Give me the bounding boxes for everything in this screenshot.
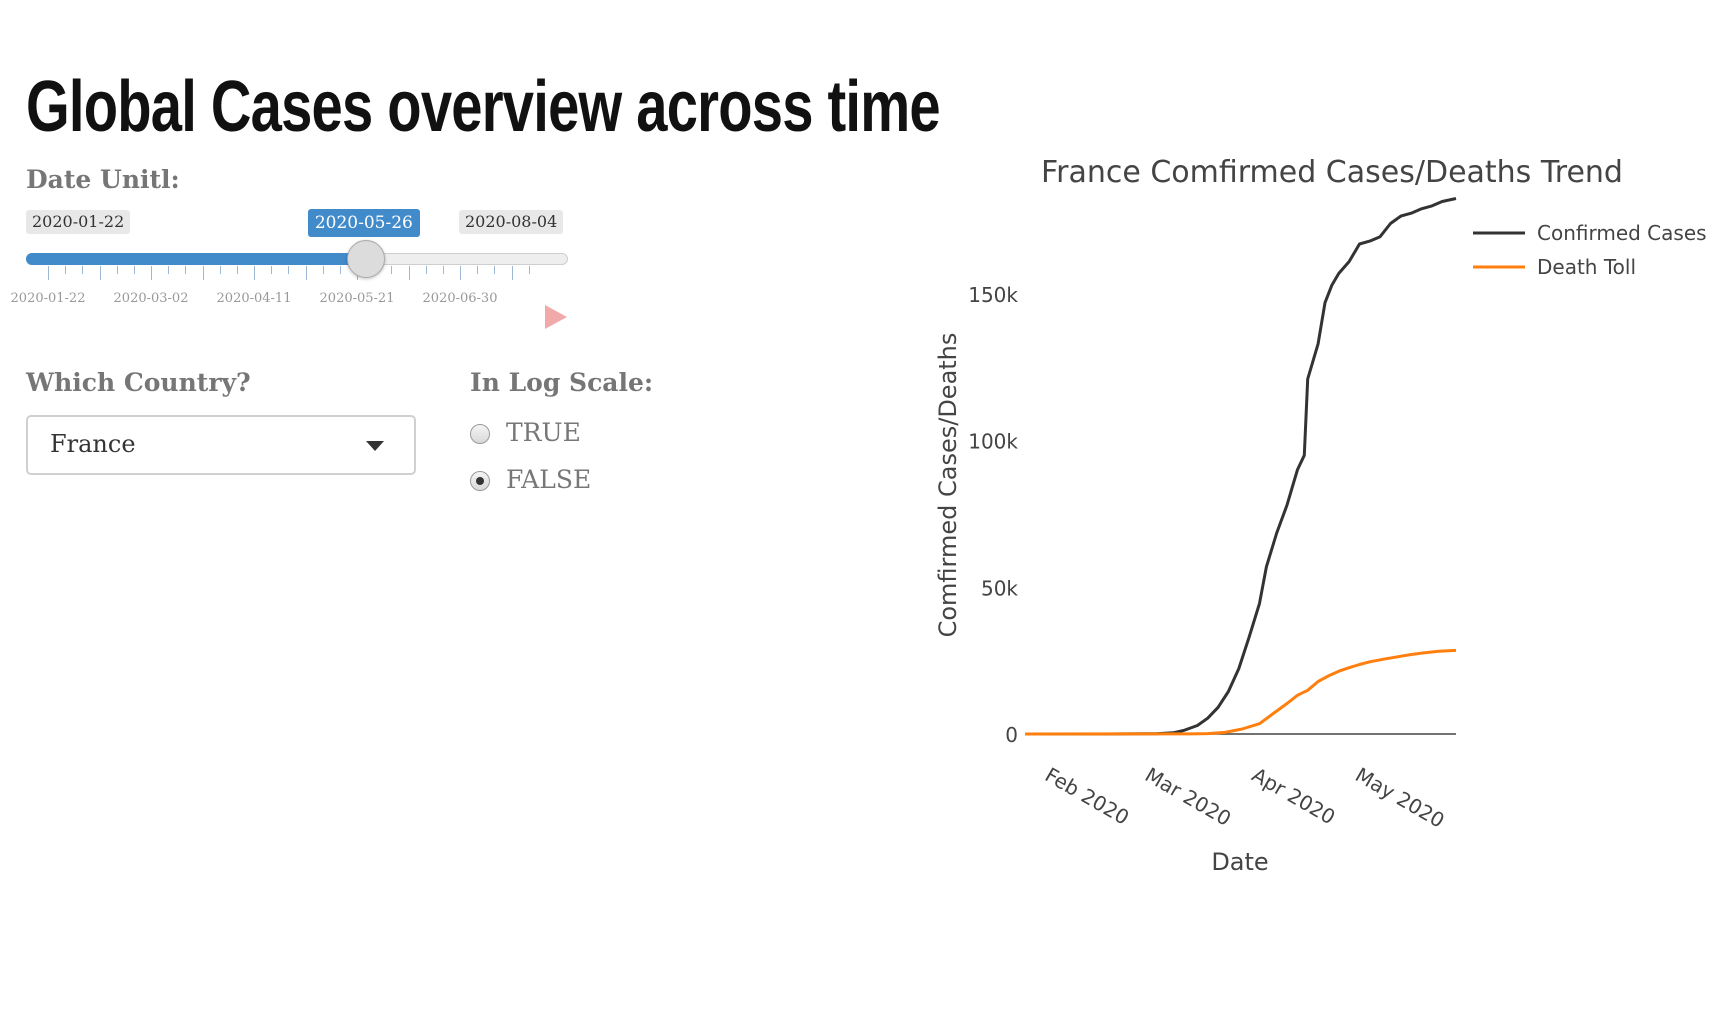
legend-label: Death Toll [1537,255,1636,279]
slider-minor-tick [528,266,530,274]
radio-label-true: TRUE [506,418,581,447]
x-tick-label: May 2020 [1351,763,1448,833]
slider-minor-tick [82,266,84,274]
play-icon[interactable] [545,305,567,329]
slider-minor-tick [391,266,393,274]
slider-minor-tick [322,266,324,274]
caret-down-icon [366,441,384,451]
slider-tick-label: 2020-04-11 [216,291,292,306]
slider-minor-tick [442,266,444,274]
slider-major-tick [254,266,255,280]
slider-tick-label: 2020-05-21 [319,291,395,306]
country-select-label: Which Country? [26,368,251,397]
x-tick-label: Apr 2020 [1248,763,1340,830]
slider-major-tick [151,266,152,280]
y-axis-title: Comfirmed Cases/Deaths [934,333,962,638]
date-slider-handle[interactable] [346,240,385,278]
slider-tick-label: 2020-03-02 [113,291,189,306]
slider-minor-tick [133,266,135,274]
page-title: Global Cases overview across time [26,67,941,147]
slider-minor-tick [494,266,496,274]
y-tick-label: 150k [968,283,1018,307]
slider-minor-tick [236,266,238,274]
series-line-death-toll [1024,648,1457,736]
slider-major-tick [305,266,307,280]
slider-minor-tick [185,266,187,274]
slider-major-tick [408,266,410,280]
slider-minor-tick [116,266,118,274]
trend-chart: France Comfirmed Cases/Deaths Trend Date… [900,130,1732,910]
slider-minor-tick [477,266,479,274]
x-tick-label: Mar 2020 [1141,763,1235,831]
x-tick-label: Feb 2020 [1041,763,1133,830]
legend-label: Confirmed Cases [1537,221,1707,245]
slider-current-badge: 2020-05-26 [307,209,420,237]
slider-major-tick [48,266,49,280]
trend-chart-svg: France Comfirmed Cases/Deaths Trend Date… [934,155,1707,876]
x-axis-title: Date [1211,848,1268,876]
radio-label-false: FALSE [506,465,592,494]
date-slider-ticks: 2020-01-22 2020-03-02 2020-04-11 2020-05-21… [0,266,600,316]
y-tick-label: 50k [981,576,1018,600]
country-select-value: France [50,430,136,458]
slider-major-tick [511,266,513,280]
date-slider-fill [26,253,366,265]
slider-min-badge: 2020-01-22 [26,210,131,234]
slider-max-badge: 2020-08-04 [459,210,564,234]
slider-tick-label: 2020-06-30 [422,291,498,306]
slider-minor-tick [219,266,221,274]
slider-minor-tick [288,266,290,274]
slider-major-tick [99,266,101,280]
radio-button-true[interactable] [470,424,490,444]
slider-major-tick [460,266,461,280]
slider-minor-tick [425,266,427,274]
y-tick-label: 100k [968,430,1018,454]
radio-button-false[interactable] [470,471,490,491]
slider-tick-label: 2020-01-22 [10,291,86,306]
slider-minor-tick [65,266,67,274]
country-select[interactable]: France [26,415,416,475]
slider-minor-tick [168,266,170,274]
date-slider-label: Date Unitl: [26,165,180,194]
chart-title: France Comfirmed Cases/Deaths Trend [1041,155,1623,190]
slider-minor-tick [271,266,273,274]
series-line-confirmed-cases [1025,197,1457,736]
slider-major-tick [202,266,204,280]
y-tick-label: 0 [1005,723,1018,747]
slider-minor-tick [339,266,341,274]
log-scale-label: In Log Scale: [470,368,654,397]
